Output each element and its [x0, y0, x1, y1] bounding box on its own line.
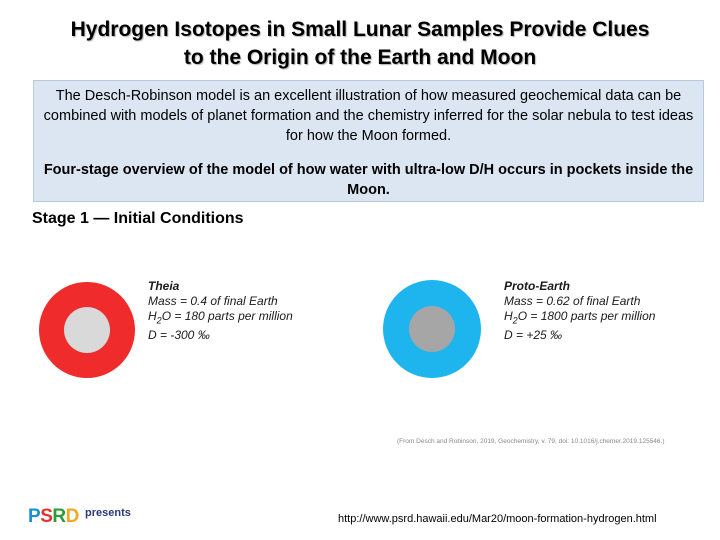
theia-mass: Mass = 0.4 of final Earth [148, 294, 278, 308]
citation: (From Desch and Robinson, 2019, Geochemi… [397, 438, 665, 445]
info-paragraph: The Desch-Robinson model is an excellent… [43, 88, 694, 144]
proto-earth-label: Proto-Earth Mass = 0.62 of final Earth H… [504, 279, 655, 343]
proto-earth-water: H2O = 1800 parts per million [504, 309, 656, 326]
info-box: The Desch-Robinson model is an excellent… [33, 80, 704, 202]
source-url[interactable]: http://www.psrd.hawaii.edu/Mar20/moon-fo… [338, 513, 657, 525]
stage-heading: Stage 1 — Initial Conditions [32, 210, 244, 227]
proto-earth-name: Proto-Earth [504, 279, 570, 293]
proto-earth-d-value: D = +25 ‰ [504, 328, 563, 343]
logo-presents: presents [85, 507, 131, 519]
page-title: Hydrogen Isotopes in Small Lunar Samples… [0, 16, 720, 72]
theia-d-value: D = -300 ‰ [148, 328, 210, 343]
psrd-logo: PSRD presents [28, 506, 131, 527]
proto-earth-core [409, 306, 455, 352]
theia-water: H2O = 180 parts per million [148, 309, 293, 326]
info-overview: Four-stage overview of the model of how … [43, 162, 694, 198]
theia-core [64, 307, 110, 353]
title-line-1: Hydrogen Isotopes in Small Lunar Samples… [70, 18, 650, 41]
theia-label: Theia Mass = 0.4 of final Earth H2O = 18… [148, 279, 293, 343]
title-line-2: to the Origin of the Earth and Moon [183, 46, 537, 69]
proto-earth-mass: Mass = 0.62 of final Earth [504, 294, 641, 308]
theia-name: Theia [148, 279, 180, 293]
